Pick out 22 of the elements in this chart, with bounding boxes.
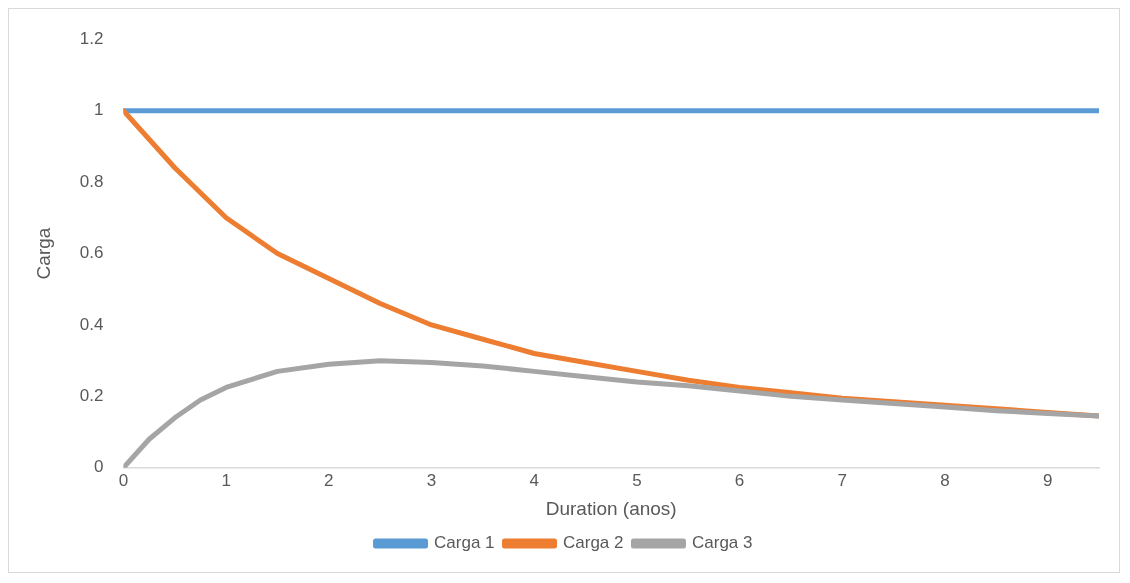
- y-tick-label: 0.6: [79, 243, 104, 263]
- x-tick-label: 0: [118, 470, 129, 490]
- x-tick-label: 8: [940, 470, 950, 490]
- y-tick-label: 0.2: [79, 386, 104, 406]
- y-tick-label: 0: [93, 457, 104, 477]
- x-tick-label: 1: [221, 470, 231, 490]
- x-tick-label: 4: [529, 470, 539, 490]
- legend-label: Carga 1: [434, 533, 495, 553]
- y-axis-title: Carga: [32, 227, 54, 280]
- y-tick-label: 1: [93, 100, 104, 120]
- x-tick-label: 9: [1042, 470, 1053, 490]
- y-tick-label: 1.2: [79, 28, 104, 48]
- legend-label: Carga 2: [563, 533, 624, 553]
- x-tick-label: 2: [324, 470, 334, 490]
- x-tick-label: 6: [734, 470, 745, 490]
- y-tick-label: 0.4: [79, 314, 104, 334]
- x-tick-label: 7: [837, 470, 848, 490]
- legend-label: Carga 3: [691, 533, 753, 553]
- x-tick-label: 3: [426, 470, 437, 490]
- x-axis-title: Duration (anos): [545, 497, 677, 519]
- y-tick-label: 0.8: [79, 171, 104, 191]
- x-tick-label: 5: [632, 470, 642, 490]
